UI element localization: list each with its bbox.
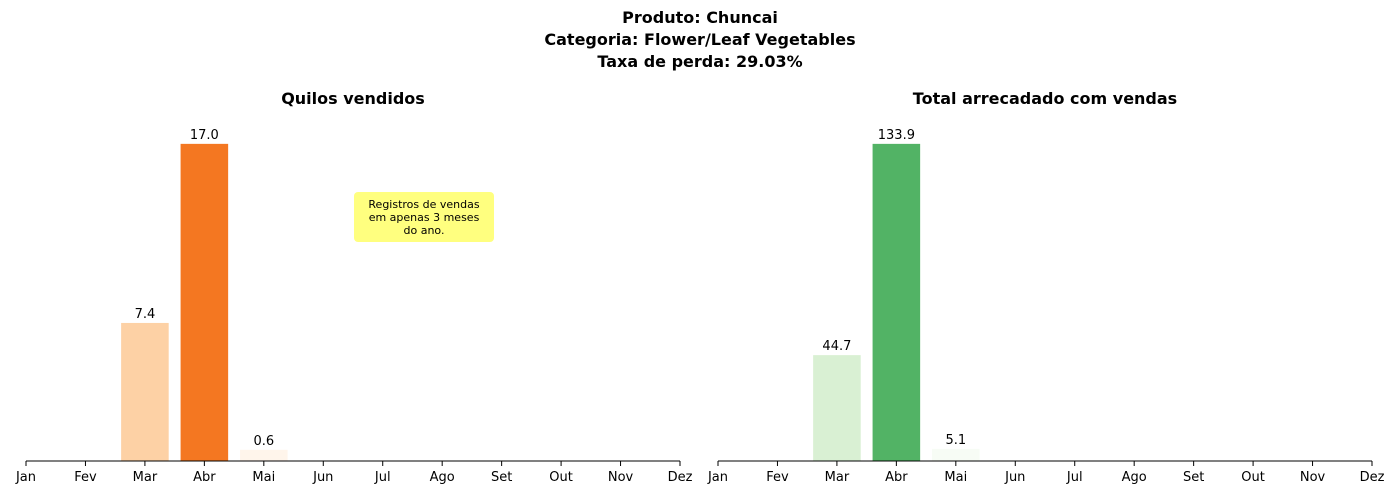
total-tick-label-out: Out	[1241, 470, 1265, 485]
annotation-note-text: Registros de vendas em apenas 3 meses do…	[368, 197, 480, 237]
total-tick-label-abr: Abr	[885, 470, 908, 485]
total-bar-mai	[932, 448, 980, 461]
quilos-tick-label-set: Set	[491, 470, 512, 485]
total-tick-label-set: Set	[1183, 470, 1204, 485]
quilos-data-label-abr: 17.0	[190, 128, 219, 143]
quilos-tick-label-ago: Ago	[430, 470, 455, 485]
quilos-bar-abr	[180, 143, 229, 461]
total-tick-label-dez: Dez	[1360, 470, 1385, 485]
quilos-tick-label-jul: Jul	[374, 470, 391, 485]
total-chart-title: Total arrecadado com vendas	[913, 89, 1177, 108]
quilos-tick-label-nov: Nov	[608, 470, 634, 485]
total-tick-label-jul: Jul	[1066, 470, 1083, 485]
total-bar-mar	[813, 355, 861, 461]
quilos-tick-label-out: Out	[549, 470, 573, 485]
chart-quilos-vendidos: Quilos vendidos Jan Fev 7.4 Mar 17.0 Abr 0.6 Mai…	[15, 89, 693, 485]
quilos-tick-label-jun: Jun	[312, 470, 333, 485]
annotation-note: Registros de vendas em apenas 3 meses do…	[354, 192, 494, 242]
quilos-bar-mar	[121, 322, 169, 461]
total-tick-label-jun: Jun	[1004, 470, 1025, 485]
total-bar-abr	[872, 143, 921, 462]
total-tick-label-nov: Nov	[1300, 470, 1326, 485]
figure-title-line-category: Categoria: Flower/Leaf Vegetables	[544, 30, 856, 49]
total-data-label-mar: 44.7	[822, 339, 851, 354]
quilos-tick-label-fev: Fev	[74, 470, 97, 485]
chart-total-arrecadado: Total arrecadado com vendas Jan Fev 44.7 Mar…	[707, 89, 1385, 485]
total-tick-label-ago: Ago	[1122, 470, 1147, 485]
quilos-tick-label-mai: Mai	[252, 470, 275, 485]
total-tick-label-fev: Fev	[766, 470, 789, 485]
total-tick-label-mar: Mar	[825, 470, 850, 485]
quilos-tick-label-dez: Dez	[668, 470, 693, 485]
quilos-data-label-mar: 7.4	[135, 307, 156, 322]
quilos-tick-label-jan: Jan	[15, 470, 36, 485]
total-tick-label-mai: Mai	[944, 470, 967, 485]
figure-title-line-loss-rate: Taxa de perda: 29.03%	[597, 52, 803, 71]
quilos-data-label-mai: 0.6	[253, 434, 274, 449]
total-tick-label-jan: Jan	[707, 470, 728, 485]
quilos-tick-label-mar: Mar	[133, 470, 158, 485]
total-data-label-mai: 5.1	[945, 433, 966, 448]
total-data-label-abr: 133.9	[878, 128, 915, 143]
quilos-tick-label-abr: Abr	[193, 470, 216, 485]
quilos-bar-mai	[240, 449, 288, 461]
quilos-chart-title: Quilos vendidos	[281, 89, 425, 108]
figure-title-line-product: Produto: Chuncai	[622, 8, 778, 27]
